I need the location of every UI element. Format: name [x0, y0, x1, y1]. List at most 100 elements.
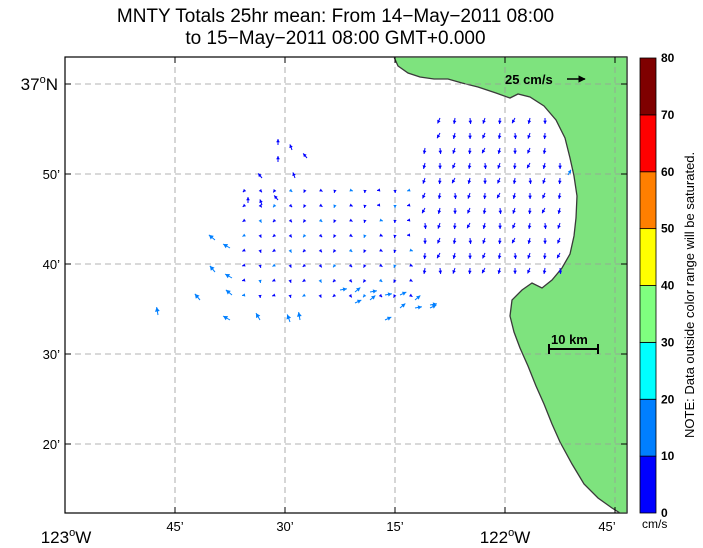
current-vector-arrow-icon	[527, 254, 531, 259]
current-vector-arrow-icon	[333, 263, 337, 268]
current-vector-arrow-icon	[542, 165, 547, 169]
current-vector-arrow-icon	[333, 204, 337, 208]
current-vector-arrow-icon	[453, 210, 457, 214]
current-vector-arrow-icon	[318, 248, 322, 253]
current-vector-arrow-icon	[497, 255, 502, 259]
current-vector-arrow-icon	[223, 316, 229, 321]
current-vector-arrow-icon	[379, 248, 383, 252]
current-vector-arrow-icon	[393, 279, 397, 283]
current-vector-arrow-icon	[349, 203, 353, 207]
current-vector-arrow-icon	[528, 195, 532, 199]
current-vector-arrow-icon	[242, 203, 247, 207]
reference-vector-label: 25 cm/s	[505, 72, 553, 87]
current-vector-arrow-icon	[542, 179, 546, 184]
colorbar-tick-label: 70	[661, 108, 675, 122]
current-vector-arrow-icon	[377, 203, 381, 207]
lat-label-40: 40’	[43, 257, 60, 272]
current-vector-arrow-icon	[363, 219, 367, 223]
current-vector-arrow-icon	[542, 209, 546, 214]
lat-label-50: 50’	[43, 167, 60, 182]
current-vector-arrow-icon	[452, 135, 457, 139]
current-vector-arrow-icon	[498, 240, 502, 244]
colorbar-tick-label: 50	[661, 222, 675, 236]
current-vector-arrow-icon	[256, 313, 261, 319]
current-vector-arrow-icon	[356, 287, 361, 292]
current-vector-arrow-icon	[416, 295, 421, 300]
current-vector-arrow-icon	[348, 278, 352, 283]
current-vector-arrow-icon	[423, 240, 427, 244]
current-vector-arrow-icon	[288, 234, 292, 238]
lon-label-15: 15’	[386, 519, 403, 534]
current-vector-arrow-icon	[482, 254, 486, 259]
current-vector-arrow-icon	[452, 120, 457, 124]
map-frame	[64, 56, 628, 514]
current-vector-arrow-icon	[393, 264, 397, 268]
current-vector-arrow-icon	[258, 173, 262, 178]
current-vector-arrow-icon	[498, 225, 502, 229]
current-vector-arrow-icon	[558, 180, 562, 184]
current-vector-arrow-icon	[453, 195, 458, 199]
current-vector-arrow-icon	[453, 225, 457, 229]
colorbar-segment	[639, 341, 657, 400]
current-vector-arrow-icon	[259, 199, 263, 204]
current-vector-arrow-icon	[497, 164, 501, 169]
current-vector-arrow-icon	[527, 225, 532, 229]
current-vector-arrow-icon	[437, 134, 441, 139]
current-vector-arrow-icon	[288, 294, 292, 298]
current-vector-arrow-icon	[318, 294, 322, 298]
current-vector-arrow-icon	[288, 188, 293, 192]
map-title-line-2: to 15−May−2011 08:00 GMT+0.000	[185, 28, 486, 49]
current-vector-arrow-icon	[498, 120, 502, 124]
current-vector-arrow-icon	[225, 274, 231, 279]
current-vector-arrow-icon	[393, 234, 397, 238]
current-vector-arrow-icon	[467, 224, 471, 229]
current-vector-arrow-icon	[242, 263, 246, 267]
current-vector-arrow-icon	[409, 248, 413, 252]
current-vector-arrow-icon	[349, 188, 353, 192]
current-vector-arrow-icon	[303, 189, 307, 193]
current-vector-arrow-icon	[527, 134, 531, 139]
current-vector-arrow-icon	[258, 219, 262, 223]
current-vector-arrow-icon	[242, 248, 246, 252]
current-vector-arrow-icon	[393, 219, 397, 223]
colorbar-tick-label: 60	[661, 165, 675, 179]
current-vector-arrow-icon	[349, 218, 353, 222]
current-vector-arrow-icon	[542, 150, 547, 154]
current-vector-arrow-icon	[438, 180, 442, 184]
current-vector-arrow-icon	[437, 119, 441, 124]
current-vector-arrow-icon	[542, 270, 547, 274]
current-vector-arrow-icon	[558, 165, 562, 169]
colorbar: 0 10 20 30 40 50 60 70 80	[639, 51, 675, 520]
current-vector-arrow-icon	[512, 209, 516, 214]
current-vector-arrow-icon	[272, 218, 277, 223]
current-vector-arrow-icon	[276, 156, 280, 160]
current-vectors	[154, 117, 572, 323]
current-vector-arrow-icon	[258, 249, 262, 253]
current-vector-arrow-icon	[272, 263, 276, 267]
current-vector-arrow-icon	[423, 225, 428, 229]
current-vector-arrow-icon	[272, 278, 276, 282]
current-vector-arrow-icon	[319, 188, 323, 192]
current-vector-arrow-icon	[303, 153, 307, 158]
current-vector-arrow-icon	[438, 270, 443, 274]
lon-label-45: 45’	[166, 519, 183, 534]
current-vector-arrow-icon	[378, 278, 383, 282]
current-vector-arrow-icon	[154, 307, 160, 312]
current-vector-arrow-icon	[417, 305, 422, 310]
current-vector-arrow-icon	[302, 263, 307, 267]
current-vector-arrow-icon	[363, 249, 367, 253]
current-vector-arrow-icon	[513, 150, 517, 154]
current-vector-arrow-icon	[482, 210, 487, 214]
current-vector-arrow-icon	[543, 135, 547, 139]
current-vector-arrow-icon	[467, 180, 472, 184]
current-vector-arrow-icon	[342, 287, 347, 292]
current-vector-arrow-icon	[482, 134, 486, 139]
current-vector-arrow-icon	[482, 239, 486, 244]
current-vector-arrow-icon	[437, 195, 442, 199]
current-vector-arrow-icon	[407, 203, 411, 207]
current-vector-arrow-icon	[431, 304, 437, 309]
current-vector-arrow-icon	[423, 255, 427, 259]
current-vector-arrow-icon	[246, 197, 250, 201]
current-vector-arrow-icon	[401, 291, 407, 296]
current-vector-arrow-icon	[371, 295, 376, 300]
